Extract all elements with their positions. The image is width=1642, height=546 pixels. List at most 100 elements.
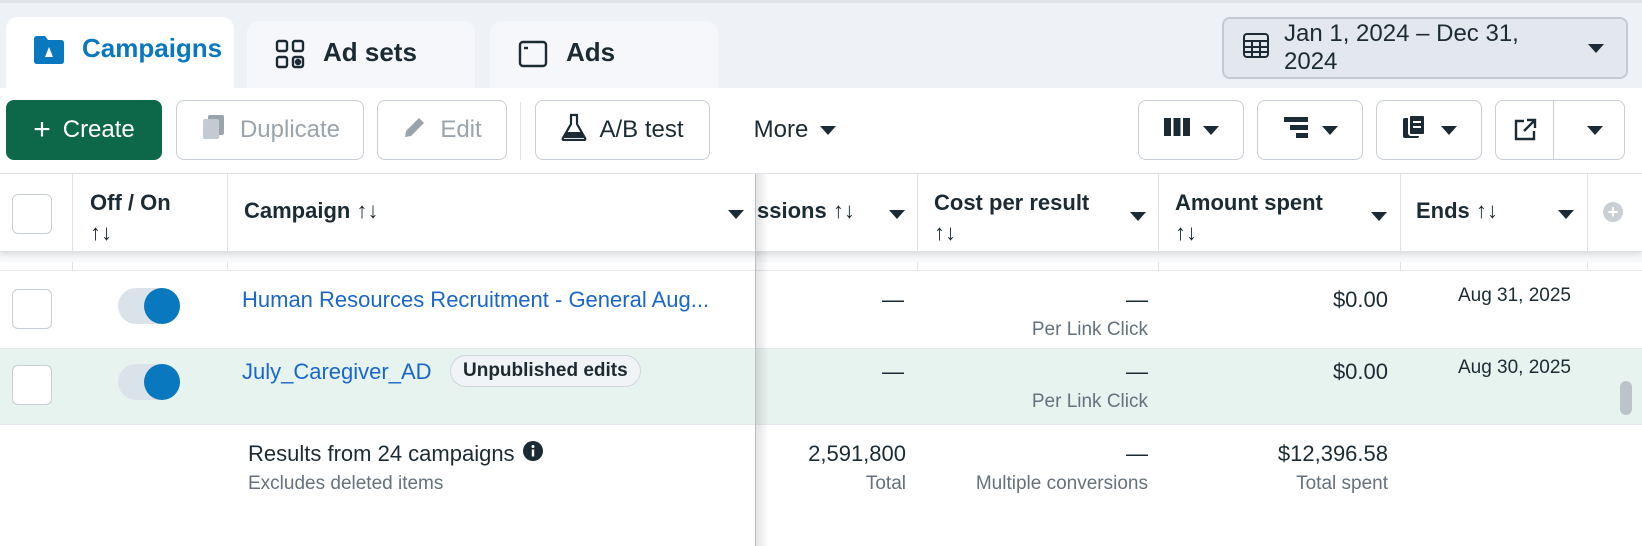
tab-campaigns[interactable]: Campaigns: [6, 17, 234, 93]
impressions-value: —: [882, 287, 904, 312]
sort-icon[interactable]: ↑↓: [1175, 220, 1197, 245]
ab-test-button[interactable]: A/B test: [535, 100, 710, 160]
chevron-down-icon[interactable]: [889, 210, 905, 219]
chevron-down-icon[interactable]: [1371, 212, 1387, 221]
summary-row: Results from 24 campaigns Excludes delet…: [0, 424, 1642, 546]
tab-ad-sets[interactable]: Ad sets: [247, 21, 475, 93]
campaign-toggle[interactable]: [118, 288, 180, 324]
sort-icon[interactable]: ↑↓: [934, 220, 956, 245]
col-amount-spent[interactable]: Amount spent ↑↓: [1175, 188, 1387, 266]
calendar-icon: [1242, 31, 1270, 66]
chevron-down-icon: [1587, 125, 1604, 135]
toggle-knob: [144, 364, 180, 400]
col-amount-spent-label: Amount spent: [1175, 190, 1323, 215]
tab-campaigns-label: Campaigns: [82, 33, 223, 63]
cost-per-result-value: —: [1126, 287, 1148, 312]
ends-value: Aug 31, 2025: [1457, 285, 1571, 306]
duplicate-button[interactable]: Duplicate: [176, 100, 364, 160]
export-icon[interactable]: [1496, 101, 1555, 159]
frozen-column-edge: [755, 174, 756, 546]
sort-icon[interactable]: ↑↓: [1475, 198, 1498, 223]
col-divider: [72, 174, 73, 252]
col-divider: [1587, 174, 1588, 252]
date-range-picker[interactable]: Jan 1, 2024 – Dec 31, 2024: [1222, 17, 1628, 79]
flask-icon: [561, 113, 587, 148]
impressions-value: —: [882, 359, 904, 384]
select-all-checkbox[interactable]: [12, 194, 52, 234]
chevron-down-icon: [820, 125, 837, 135]
campaigns-table: Per Link Click Human Resources Recruitme…: [0, 174, 1642, 546]
duplicate-label: Duplicate: [239, 116, 341, 143]
summary-amount-sub: Total spent: [1296, 473, 1388, 494]
edit-label: Edit: [440, 116, 482, 143]
row-checkbox[interactable]: [12, 289, 52, 329]
edit-button[interactable]: Edit: [377, 100, 507, 160]
sort-icon[interactable]: ↑↓: [832, 198, 855, 223]
unpublished-edits-badge: Unpublished edits: [450, 355, 641, 387]
more-button[interactable]: More: [735, 100, 855, 160]
toggle-knob: [144, 288, 180, 324]
table-header: Off / On ↑↓ Campaign ↑↓ ssions ↑↓ Cost p…: [0, 174, 1642, 252]
export-split-button[interactable]: [1495, 100, 1625, 160]
tab-ads[interactable]: Ads: [490, 21, 718, 93]
sort-icon[interactable]: ↑↓: [90, 220, 112, 245]
col-impressions[interactable]: ssions ↑↓: [757, 198, 905, 276]
chevron-down-icon: [1588, 43, 1604, 53]
tab-ad-sets-label: Ad sets: [323, 37, 417, 67]
breakdown-icon: [1282, 115, 1310, 146]
col-off-on[interactable]: Off / On ↑↓: [90, 188, 171, 266]
more-label: More: [753, 116, 809, 143]
summary-cost: —: [1126, 441, 1148, 466]
add-column-icon[interactable]: +: [1603, 202, 1623, 222]
summary-subtitle: Excludes deleted items: [248, 473, 444, 494]
summary-cost-sub: Multiple conversions: [975, 473, 1148, 494]
ends-value: Aug 30, 2025: [1457, 357, 1571, 378]
tab-ads-label: Ads: [566, 37, 616, 67]
chevron-down-icon[interactable]: [1130, 212, 1146, 221]
reports-button[interactable]: [1376, 100, 1482, 160]
summary-impressions-sub: Total: [865, 473, 906, 494]
col-divider: [917, 174, 918, 252]
info-icon[interactable]: [522, 441, 543, 467]
amount-spent-value: $0.00: [1332, 359, 1388, 384]
col-divider: [1158, 174, 1159, 252]
col-cost-per-result-label: Cost per result: [934, 190, 1090, 215]
col-campaign[interactable]: Campaign ↑↓: [244, 198, 744, 276]
toolbar-divider: [520, 102, 521, 160]
table-row[interactable]: Human Resources Recruitment - General Au…: [0, 270, 1642, 348]
chevron-down-icon: [1322, 125, 1338, 135]
col-divider: [1400, 174, 1401, 252]
sort-icon[interactable]: ↑↓: [356, 198, 379, 223]
table-row-selected[interactable]: July_Caregiver_AD Unpublished edits — — …: [0, 348, 1642, 424]
toolbar: + Create Duplicate Edit A/B test More: [0, 88, 1642, 174]
vertical-scrollbar-thumb[interactable]: [1620, 381, 1632, 415]
cost-per-result-value: —: [1126, 359, 1148, 384]
grid-icon: [273, 37, 307, 71]
tab-bar: Campaigns Ad sets Ads Jan 1, 2024 – Dec …: [0, 0, 1642, 93]
summary-impressions: 2,591,800: [808, 441, 906, 466]
summary-title: Results from 24 campaigns: [248, 441, 543, 467]
campaign-name-link[interactable]: July_Caregiver_AD: [242, 359, 432, 384]
export-dropdown-toggle[interactable]: [1566, 101, 1624, 159]
cost-per-result-sub: Per Link Click: [1031, 319, 1148, 340]
col-cost-per-result[interactable]: Cost per result ↑↓: [934, 188, 1146, 266]
chevron-down-icon[interactable]: [728, 210, 744, 219]
columns-button[interactable]: [1138, 100, 1244, 160]
folder-icon: [32, 33, 66, 67]
pencil-icon: [402, 114, 428, 147]
campaign-name-link[interactable]: Human Resources Recruitment - General Au…: [242, 287, 710, 312]
row-checkbox[interactable]: [12, 365, 52, 405]
col-off-on-label: Off / On: [90, 190, 171, 215]
summary-amount: $12,396.58: [1277, 441, 1388, 466]
col-ends-label: Ends: [1416, 198, 1470, 223]
col-ends[interactable]: Ends ↑↓: [1416, 198, 1574, 276]
campaign-toggle[interactable]: [118, 364, 180, 400]
breakdown-button[interactable]: [1257, 100, 1363, 160]
summary-title-text: Results from 24 campaigns: [248, 441, 515, 466]
col-impressions-label: ssions: [757, 198, 827, 223]
chevron-down-icon[interactable]: [1558, 210, 1574, 219]
plus-icon: +: [33, 113, 51, 146]
create-button[interactable]: + Create: [6, 100, 162, 160]
reports-icon: [1401, 113, 1429, 147]
ad-window-icon: [516, 37, 550, 71]
